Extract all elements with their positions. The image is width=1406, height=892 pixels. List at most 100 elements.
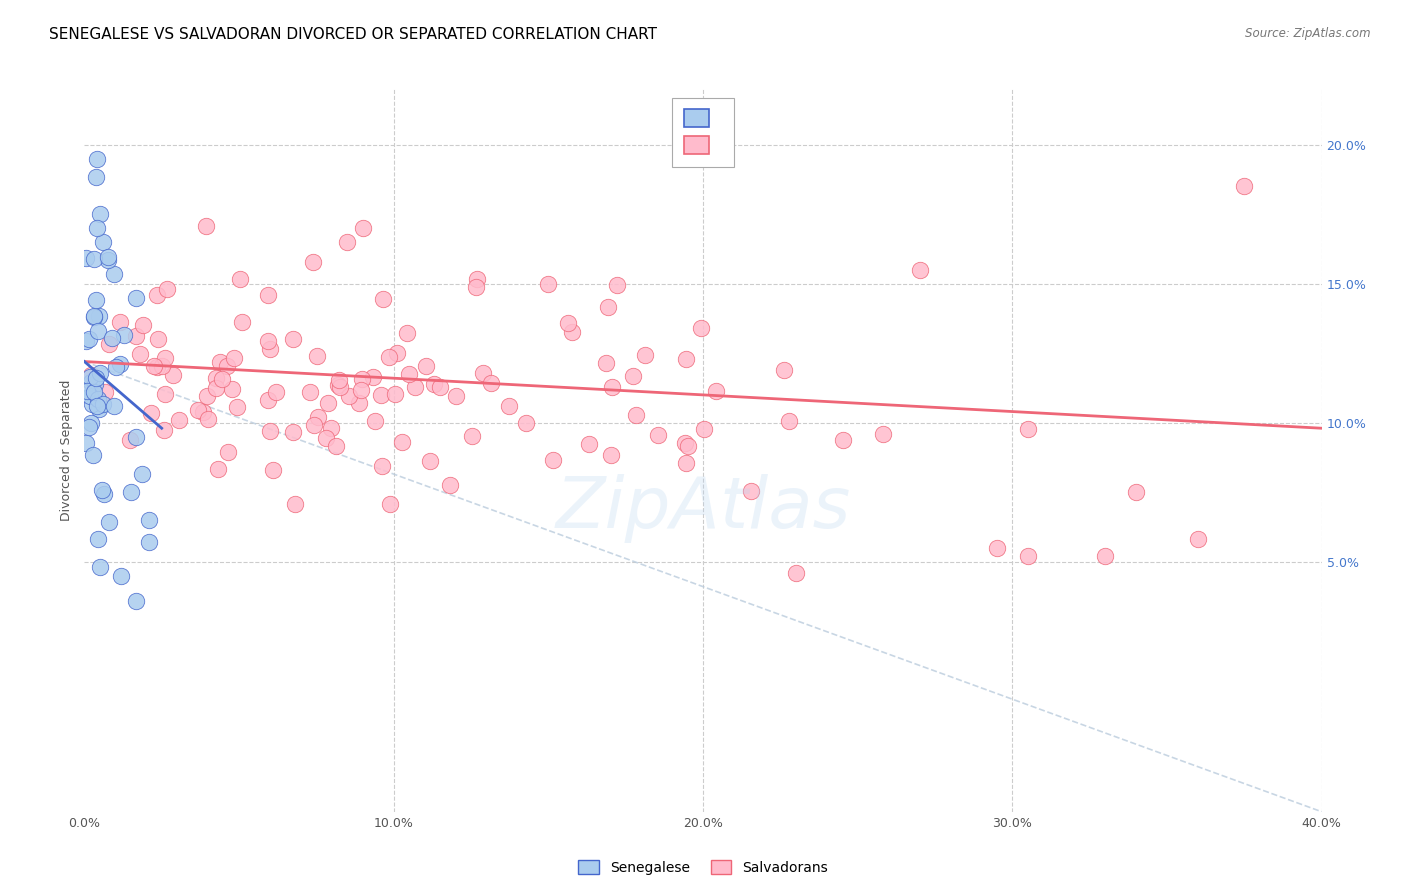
Point: [83, 310, 105, 324]
Point: [98, 516, 121, 530]
Point: [211, 372, 233, 386]
Point: [256, 392, 278, 407]
Point: [75, 334, 97, 349]
Legend: , : ,: [672, 97, 734, 167]
Point: [101, 331, 124, 345]
Point: [75, 251, 97, 265]
Point: [150, 359, 173, 374]
Point: [84, 371, 107, 385]
Point: [132, 318, 155, 332]
Point: [404, 379, 426, 393]
Point: [301, 255, 323, 269]
Point: [378, 350, 401, 364]
Point: [141, 406, 163, 420]
Point: [1017, 549, 1039, 563]
Point: [187, 403, 209, 417]
Point: [231, 315, 253, 329]
Point: [908, 262, 931, 277]
Point: [349, 396, 371, 410]
Point: [86, 221, 108, 235]
Point: [259, 424, 281, 438]
Point: [373, 293, 395, 307]
Point: [678, 439, 700, 453]
Point: [371, 458, 394, 473]
Point: [460, 429, 482, 443]
Point: [257, 288, 280, 302]
Point: [325, 439, 347, 453]
Point: [398, 367, 420, 381]
Point: [1125, 485, 1147, 500]
Point: [90, 483, 112, 497]
Point: [257, 334, 280, 348]
Point: [596, 301, 619, 315]
Point: [467, 271, 489, 285]
Point: [79, 332, 101, 346]
Point: [110, 315, 132, 329]
Point: [222, 351, 245, 365]
Point: [315, 431, 337, 445]
Point: [125, 291, 148, 305]
Point: [97, 337, 120, 351]
Point: [105, 360, 128, 375]
Point: [319, 420, 342, 434]
Point: [97, 253, 120, 268]
Point: [89, 367, 111, 381]
Point: [391, 435, 413, 450]
Point: [600, 448, 623, 462]
Point: [80, 397, 103, 411]
Point: [1094, 549, 1116, 563]
Point: [439, 477, 461, 491]
Point: [785, 566, 807, 580]
Point: [82, 448, 104, 462]
Point: [103, 399, 125, 413]
Point: [336, 235, 359, 249]
Point: [352, 372, 374, 386]
Point: [515, 416, 537, 430]
Point: [415, 359, 437, 373]
Point: [316, 395, 339, 409]
Point: [537, 277, 560, 291]
Point: [352, 221, 374, 235]
Point: [217, 445, 239, 459]
Point: [153, 386, 176, 401]
Point: [76, 384, 98, 398]
Point: [143, 359, 166, 374]
Point: [541, 453, 564, 467]
Point: [675, 352, 697, 367]
Point: [361, 370, 384, 384]
Point: [87, 392, 110, 406]
Y-axis label: Divorced or Separated: Divorced or Separated: [60, 380, 73, 521]
Point: [75, 435, 97, 450]
Point: [578, 437, 600, 451]
Point: [600, 380, 623, 394]
Point: [103, 267, 125, 281]
Point: [370, 387, 392, 401]
Point: [329, 380, 352, 394]
Point: [773, 363, 796, 377]
Text: SENEGALESE VS SALVADORAN DIVORCED OR SEPARATED CORRELATION CHART: SENEGALESE VS SALVADORAN DIVORCED OR SEP…: [49, 27, 657, 42]
Point: [299, 384, 322, 399]
Point: [89, 207, 111, 221]
Point: [83, 252, 105, 266]
Point: [471, 367, 494, 381]
Point: [89, 402, 111, 417]
Point: [197, 412, 219, 426]
Point: [162, 368, 184, 382]
Point: [378, 497, 401, 511]
Point: [225, 401, 247, 415]
Point: [647, 427, 669, 442]
Point: [675, 435, 697, 450]
Point: [153, 423, 176, 437]
Point: [704, 384, 727, 398]
Point: [561, 325, 583, 339]
Point: [481, 376, 503, 390]
Point: [87, 532, 110, 546]
Point: [148, 332, 170, 346]
Point: [1017, 422, 1039, 436]
Point: [384, 387, 406, 401]
Point: [79, 370, 101, 384]
Point: [422, 377, 444, 392]
Point: [80, 417, 103, 431]
Point: [191, 405, 214, 419]
Point: [89, 560, 111, 574]
